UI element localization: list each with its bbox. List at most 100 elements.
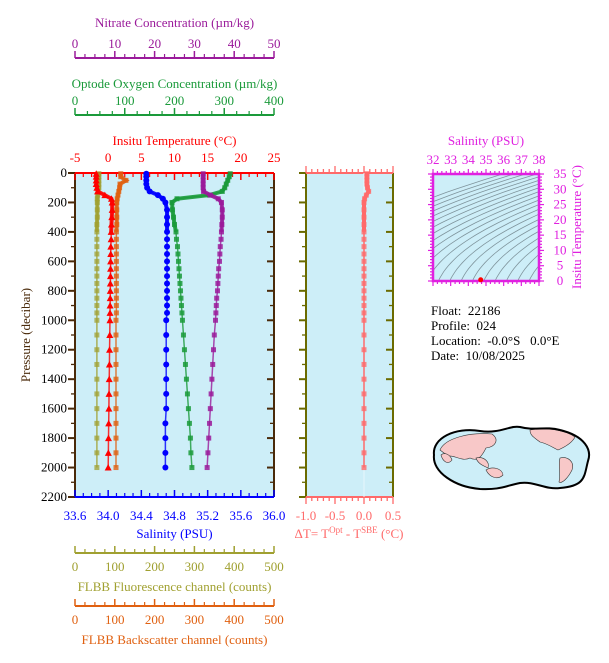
temperature-point xyxy=(106,287,114,294)
oxygen-point xyxy=(181,347,187,353)
oxygen-point xyxy=(179,317,185,323)
oxygen-point xyxy=(173,229,179,235)
fluorescence-point xyxy=(94,280,100,286)
salinity-tick-label: 34.4 xyxy=(130,508,153,523)
nitrate-tick-label: 0 xyxy=(72,36,79,51)
nitrate-point xyxy=(214,295,220,301)
fluorescence-tick-label: 0 xyxy=(72,559,79,574)
pressure-tick-label: 1600 xyxy=(41,401,67,416)
fluorescence-point xyxy=(94,273,100,279)
delta-t-point xyxy=(361,244,367,250)
isopycnal-line xyxy=(449,213,539,281)
nitrate-point xyxy=(218,236,224,242)
nitrate-point xyxy=(216,258,222,264)
delta-t-tick-label: -1.0 xyxy=(296,508,317,523)
salinity-point xyxy=(164,309,171,316)
isopycnal-line xyxy=(433,174,527,207)
temperature-point xyxy=(106,346,114,353)
nitrate-point xyxy=(201,188,207,194)
temperature-tick-label: 5 xyxy=(138,150,145,165)
temperature-series xyxy=(92,170,116,471)
nitrate-point xyxy=(219,222,225,228)
temperature-point xyxy=(105,419,113,427)
fluorescence-point xyxy=(94,229,100,235)
salinity-point xyxy=(162,420,169,427)
ts-temperature-title: Insitu Temperature (°C) xyxy=(569,165,584,289)
fluorescence-point xyxy=(96,177,102,183)
fluorescence-point xyxy=(94,236,100,242)
backscatter-point xyxy=(118,171,124,177)
backscatter-point xyxy=(113,376,119,382)
ts-point xyxy=(478,277,484,283)
nitrate-point xyxy=(218,199,224,205)
salinity-point xyxy=(164,287,171,294)
nitrate-point xyxy=(206,435,212,441)
nitrate-point xyxy=(200,177,206,183)
temperature-point xyxy=(104,464,112,471)
nitrate-tick-label: 50 xyxy=(268,36,281,51)
ts-temperature-tick-label: 10 xyxy=(554,242,567,257)
oxygen-point xyxy=(177,288,183,294)
oxygen-point xyxy=(169,199,175,205)
ts-temperature-tick-label: 0 xyxy=(557,273,564,288)
temperature-point xyxy=(92,176,100,184)
date: Date: 10/08/2025 xyxy=(431,348,525,363)
fluorescence-point xyxy=(94,361,100,367)
temperature-tick-label: 20 xyxy=(234,150,247,165)
fluorescence-point xyxy=(94,317,100,323)
temperature-point xyxy=(106,294,114,302)
isopycnal-line xyxy=(433,195,539,250)
temperature-point xyxy=(106,302,114,309)
oxygen-point xyxy=(178,303,184,309)
isopycnal-line xyxy=(433,174,516,203)
pressure-tick-label: 2200 xyxy=(41,489,67,504)
delta-t-point xyxy=(361,236,367,242)
delta-t-title-part: ΔT= T xyxy=(295,526,330,541)
temperature-tick-label: 0 xyxy=(105,150,112,165)
oxygen-point xyxy=(179,310,185,316)
backscatter-tick-label: 200 xyxy=(145,612,165,627)
temperature-point xyxy=(107,265,115,272)
backscatter-point xyxy=(113,420,119,426)
delta-t-point xyxy=(364,177,370,183)
fluorescence-point xyxy=(95,192,101,198)
ts-salinity-tick-label: 37 xyxy=(515,152,529,167)
oxygen-point xyxy=(222,185,228,191)
oxygen-point xyxy=(176,273,182,279)
delta-t-title-part: SBE xyxy=(361,525,378,535)
nitrate-point xyxy=(215,280,221,286)
fluorescence-point xyxy=(94,199,100,205)
fluorescence-point xyxy=(94,196,100,202)
nitrate-point xyxy=(200,171,206,177)
fluorescence-tick-label: 200 xyxy=(145,559,165,574)
delta-t-point xyxy=(361,266,367,272)
delta-t-point xyxy=(362,196,368,202)
delta-t-point xyxy=(361,273,367,279)
delta-t-point xyxy=(364,171,370,177)
oxygen-point xyxy=(171,214,177,220)
temperature-tick-label: 10 xyxy=(168,150,181,165)
delta-t-point xyxy=(361,214,367,220)
oxygen-point xyxy=(182,361,188,367)
temperature-point xyxy=(104,449,112,456)
isopycnal-line xyxy=(528,265,539,281)
backscatter-point xyxy=(113,229,119,235)
backscatter-point xyxy=(113,347,119,353)
nitrate-tick-label: 20 xyxy=(148,36,161,51)
fluorescence-point xyxy=(94,435,100,441)
world-map xyxy=(432,425,590,491)
temperature-point xyxy=(107,235,115,243)
backscatter-point xyxy=(113,288,119,294)
salinity-tick-label: 33.6 xyxy=(64,508,87,523)
pressure-tick-label: 0 xyxy=(61,165,68,180)
backscatter-point xyxy=(113,251,119,257)
nitrate-point xyxy=(209,376,215,382)
fluorescence-point xyxy=(94,450,100,456)
oxygen-point xyxy=(175,258,181,264)
temperature-point xyxy=(108,198,116,206)
temperature-point xyxy=(106,272,114,280)
nitrate-point xyxy=(211,332,217,338)
map-land xyxy=(440,453,453,463)
backscatter-point xyxy=(113,465,119,471)
temperature-point xyxy=(107,257,115,265)
